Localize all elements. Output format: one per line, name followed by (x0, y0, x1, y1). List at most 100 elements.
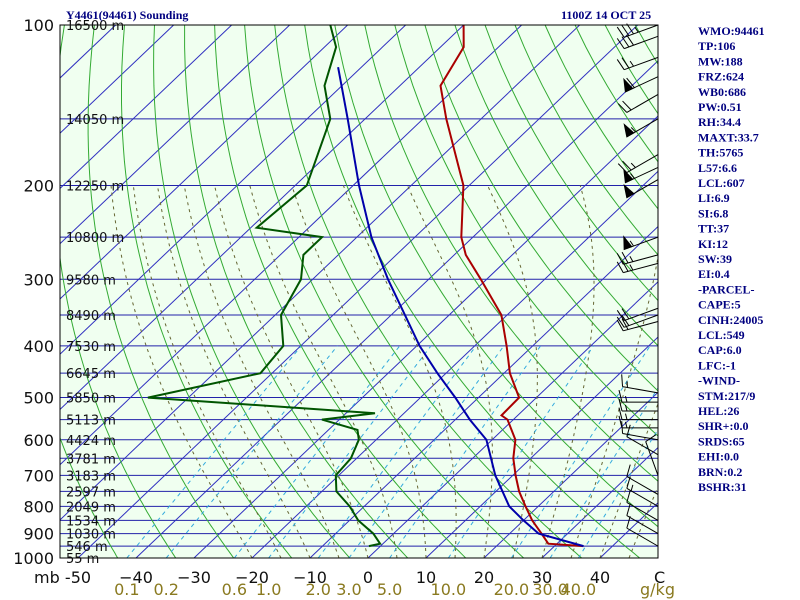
wind-barb-half-feather (630, 162, 636, 168)
wind-barb (623, 76, 659, 93)
wind-barbs (616, 23, 659, 547)
temperature-tick-labels: -50 −40 −30 −20 −10 0 10 20 30 40 (65, 568, 610, 587)
wind-barb (626, 424, 659, 456)
wind-barb-feather (616, 316, 625, 328)
isotherm-line (60, 25, 522, 466)
stability-index-item: TP:106 (698, 39, 735, 53)
wind-barb (616, 23, 659, 38)
isotherm-line (541, 446, 658, 558)
temperature-tick-label: −30 (177, 568, 211, 587)
height-level-label: 5113 m (66, 414, 116, 429)
dry-adiabat-line (785, 25, 800, 558)
dry-adiabat-line (214, 25, 467, 558)
wind-barb-feather (621, 260, 629, 272)
wind-barb (623, 118, 659, 138)
pressure-tick-label: 500 (23, 389, 54, 408)
wind-barb-staff (624, 35, 659, 50)
wind-barb (618, 415, 658, 429)
mixing-ratio-tick-label: 5.0 (377, 580, 402, 599)
wind-barb-staff (623, 254, 659, 265)
wind-barb-feather (616, 253, 624, 265)
wind-barb-feather (618, 407, 623, 420)
temperature-tick-label: 30 (532, 568, 552, 587)
stability-index-item: CAPE:5 (698, 298, 741, 312)
wind-barb (626, 464, 659, 495)
height-level-label: 14050 m (66, 113, 124, 128)
wind-barb-feather (626, 464, 631, 477)
dry-adiabat-line (87, 25, 235, 558)
stability-index-item: LCL:549 (698, 328, 745, 342)
dry-adiabat-line (364, 25, 658, 482)
wind-barb-half-feather (629, 60, 634, 67)
stability-index-item: RH:34.4 (698, 115, 741, 129)
dry-adiabat-line (304, 25, 641, 558)
temperature-tick-label: 0 (363, 568, 373, 587)
wind-barb-feather (626, 476, 631, 489)
stability-index-item: TT:37 (698, 222, 729, 236)
parcel-profile-line (337, 67, 584, 548)
axis-labels: 0.1 0.2 0.6 1.0 2.0 3.0 5.0 10.0 20.0 30.040.0 100… (13, 16, 610, 599)
wind-barb-feather (626, 23, 634, 35)
wind-barb-feather (616, 310, 625, 321)
stability-index-item: EI:0.4 (698, 267, 730, 281)
chart-title: Y4461(94461) Sounding (66, 8, 188, 22)
wind-barb-feather (622, 160, 632, 171)
mixing-ratio-tick-labels: 0.1 0.2 0.6 1.0 2.0 3.0 5.0 10.0 20.0 30.040.0 (114, 580, 596, 599)
temperature-tick-label: −10 (293, 568, 327, 587)
wind-barb-pennant (623, 77, 634, 93)
mixing-ratio-tick-label: 40.0 (561, 580, 597, 599)
mixing-ratio-line (233, 345, 401, 558)
moist-adiabat-line (110, 185, 253, 558)
stability-index-item: -PARCEL- (698, 282, 754, 296)
pressure-unit-label: mb (34, 568, 60, 587)
wind-barb (626, 476, 659, 507)
wind-barb-half-feather (634, 26, 639, 33)
wind-barb (621, 421, 659, 441)
wind-barb-feather (626, 424, 631, 437)
mixing-ratio-tick-label: 0.2 (154, 580, 179, 599)
stability-index-item: TH:5765 (698, 146, 743, 160)
temperature-tick-label: 40 (590, 568, 610, 587)
stability-index-item: CAP:6.0 (698, 343, 742, 357)
moist-adiabat-line (599, 402, 658, 558)
temperature-tick-label: -50 (65, 568, 91, 587)
isotherm-line (367, 281, 658, 558)
wind-barb-staff (624, 307, 659, 322)
mixing-ratio-line (577, 428, 658, 558)
height-level-label: 2597 m (66, 485, 116, 500)
temperature-tick-label: −20 (235, 568, 269, 587)
pressure-tick-label: 1000 (13, 549, 54, 568)
isotherm-line (60, 25, 348, 300)
stability-index-item: SW:39 (698, 252, 732, 266)
wind-barb (617, 94, 659, 113)
stability-index-item: CINH:24005 (698, 313, 763, 327)
height-level-label: 10800 m (66, 231, 124, 246)
stability-index-item: -WIND- (698, 374, 740, 388)
wind-barb (616, 34, 659, 50)
stability-index-item: MAXT:33.7 (698, 130, 759, 144)
stability-index-item: STM:217/9 (698, 389, 755, 403)
stability-index-item: BSHR:31 (698, 480, 747, 494)
pressure-tick-label: 200 (23, 176, 54, 195)
stability-index-item: WB0:686 (698, 85, 746, 99)
wind-barb-feather (617, 103, 628, 113)
wind-barb-half-feather (630, 127, 636, 133)
isotherm-line (193, 115, 658, 558)
wind-barb-half-feather (625, 421, 628, 429)
isotherm-line (60, 25, 580, 521)
wind-barb-half-feather (625, 404, 628, 412)
height-level-label: 8490 m (66, 309, 116, 324)
pressure-tick-label: 100 (23, 16, 54, 35)
dry-adiabat-line (334, 25, 658, 528)
wind-barb-pennant (623, 183, 635, 199)
wind-barb (645, 434, 659, 476)
isotherm-line (60, 25, 174, 134)
height-level-label: 4424 m (66, 434, 116, 449)
wind-barb (623, 179, 659, 199)
wind-barb-half-feather (629, 264, 634, 271)
dry-adiabat-line (244, 25, 525, 558)
wind-barb-half-feather (630, 484, 634, 491)
dry-adiabat-line (121, 25, 293, 558)
isotherm-line (60, 25, 290, 245)
wind-barb (626, 516, 659, 547)
